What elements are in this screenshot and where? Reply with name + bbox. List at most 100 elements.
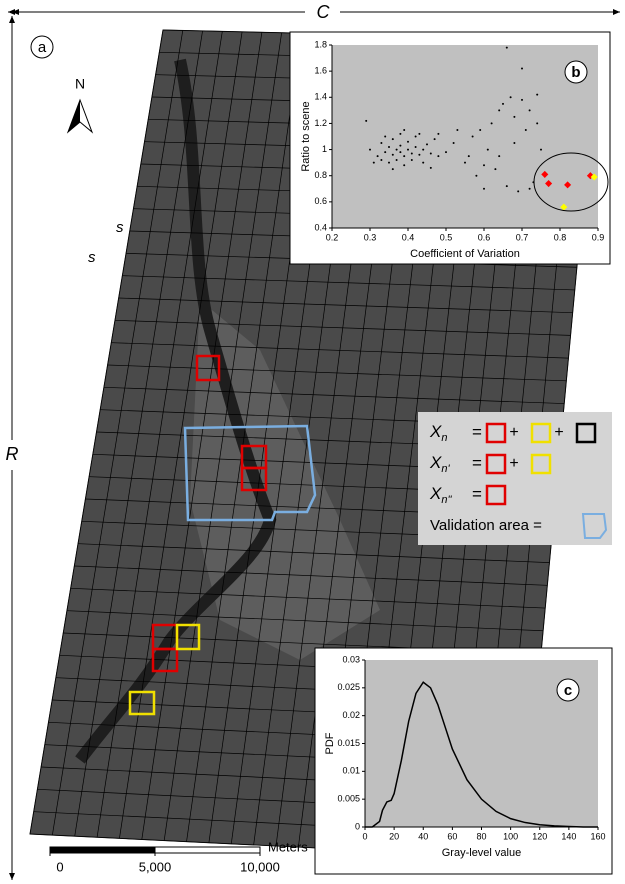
point (464, 162, 466, 164)
scale-bar: 0 5,000 10,000 Meters (50, 839, 308, 874)
point (437, 155, 439, 157)
point (498, 155, 500, 157)
point (487, 149, 489, 151)
y-tick-label: 0 (355, 821, 360, 831)
point (403, 164, 405, 166)
point (426, 143, 428, 145)
y-tick-label: 0.005 (337, 794, 360, 804)
point (384, 151, 386, 153)
scale-segment (155, 847, 260, 853)
point (377, 155, 379, 157)
point (407, 141, 409, 143)
scale-unit: Meters (268, 839, 308, 854)
legend-eq: = (472, 484, 482, 503)
panel-label: b (571, 64, 580, 81)
y-tick-label: 1 (322, 144, 327, 154)
subscript: n (441, 432, 447, 444)
y-tick-label: 1.8 (314, 39, 327, 49)
y-tick-label: 0.03 (342, 654, 360, 664)
panel-label: c (564, 682, 572, 699)
x-tick-label: 100 (503, 831, 518, 841)
point (392, 138, 394, 140)
point (536, 94, 538, 96)
point (415, 136, 417, 138)
point (422, 162, 424, 164)
point (468, 155, 470, 157)
point (430, 152, 432, 154)
point (388, 146, 390, 148)
point (399, 145, 401, 147)
point (445, 151, 447, 153)
point (388, 162, 390, 164)
point (437, 133, 439, 135)
point (521, 99, 523, 101)
y-tick-label: 1.2 (314, 118, 327, 128)
x-tick-label: 20 (389, 831, 399, 841)
legend-plus: + (509, 424, 518, 441)
y-axis-label: Ratio to scene (300, 101, 312, 171)
point (491, 122, 493, 124)
point (407, 149, 409, 151)
point (540, 149, 542, 151)
point (418, 154, 420, 156)
x-tick-label: 0.6 (478, 232, 491, 242)
point (536, 122, 538, 124)
y-axis-label: PDF (324, 732, 336, 754)
point (392, 154, 394, 156)
scale-label: 0 (56, 859, 63, 874)
point (525, 129, 527, 131)
point (365, 120, 367, 122)
point (396, 159, 398, 161)
y-tick-label: 0.4 (314, 222, 327, 232)
x-tick-label: 0.8 (554, 232, 567, 242)
point (521, 68, 523, 70)
point (384, 136, 386, 138)
y-tick-label: 0.8 (314, 170, 327, 180)
x-tick-label: 0.5 (440, 232, 453, 242)
legend-plus: + (509, 455, 518, 472)
point (494, 168, 496, 170)
point (373, 162, 375, 164)
point (392, 168, 394, 170)
point (418, 133, 420, 135)
point (403, 155, 405, 157)
scale-label: 10,000 (240, 859, 280, 874)
x-tick-label: 60 (447, 831, 457, 841)
y-tick-label: 1.4 (314, 92, 327, 102)
figure: C R s s N a Xn=++Xn'=+Xn''=Validation ar… (0, 0, 625, 884)
panel-label: a (38, 39, 47, 56)
x-tick-label: 160 (590, 831, 605, 841)
symbol: X (429, 453, 442, 472)
symbol: X (429, 422, 442, 441)
point (529, 109, 531, 111)
cell-label: s (116, 219, 124, 236)
point (475, 175, 477, 177)
point (411, 152, 413, 154)
point (472, 136, 474, 138)
legend-text: Validation area = (430, 517, 542, 534)
point (483, 164, 485, 166)
y-tick-label: 0.01 (342, 766, 360, 776)
point (456, 129, 458, 131)
x-tick-label: 0.9 (592, 232, 605, 242)
x-tick-label: 140 (561, 831, 576, 841)
point (369, 149, 371, 151)
symbol: X (429, 484, 442, 503)
point (434, 138, 436, 140)
x-tick-label: 40 (418, 831, 428, 841)
x-axis-label: Coefficient of Variation (410, 248, 520, 260)
y-tick-label: 0.015 (337, 738, 360, 748)
point (380, 142, 382, 144)
x-tick-label: 0.7 (516, 232, 529, 242)
x-axis-label: Gray-level value (442, 847, 521, 859)
point (502, 103, 504, 105)
point (517, 190, 519, 192)
subscript: n' (441, 463, 450, 475)
cell-label: s (88, 249, 96, 266)
y-tick-label: 0.025 (337, 682, 360, 692)
point (506, 185, 508, 187)
scale-label: 5,000 (139, 859, 172, 874)
scale-segment (50, 847, 155, 853)
point (453, 142, 455, 144)
y-tick-label: 1.6 (314, 66, 327, 76)
